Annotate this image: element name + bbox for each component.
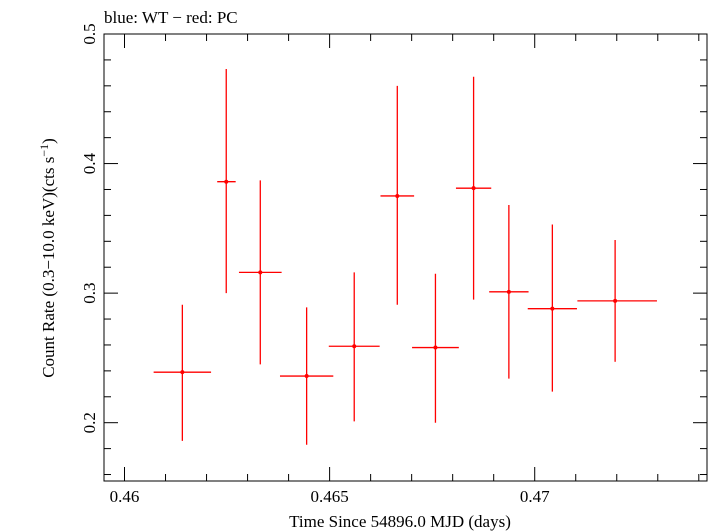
data-point (279, 307, 334, 445)
data-marker (258, 270, 263, 275)
data-point (577, 240, 657, 362)
data-marker (304, 374, 309, 379)
plot-frame (103, 33, 708, 482)
data-point (238, 180, 282, 365)
y-tick-label: 0.3 (80, 283, 99, 304)
data-marker (224, 179, 229, 184)
data-point (412, 273, 459, 423)
data-marker (395, 193, 400, 198)
data-marker (550, 306, 555, 311)
data-point (153, 304, 212, 441)
data-marker (433, 345, 438, 350)
y-axis-label-main: Count Rate (0.3−10.0 keV)(cts s (39, 157, 58, 378)
data-point (380, 85, 415, 305)
y-axis-label-exponent: −1 (37, 144, 51, 157)
data-point (328, 272, 380, 422)
y-axis-label-close: ) (39, 138, 58, 144)
x-tick-label: 0.46 (110, 487, 140, 506)
y-axis-label: Count Rate (0.3−10.0 keV)(cts s−1) (37, 138, 58, 378)
data-marker (180, 370, 185, 375)
x-tick-label: 0.47 (520, 487, 550, 506)
plot-axes: 0.46 0.465 0.47 0.2 0.3 0.4 0.5 (80, 23, 708, 506)
data-point (489, 205, 529, 379)
data-points (153, 68, 657, 445)
x-tick-label: 0.465 (310, 487, 348, 506)
y-tick-label: 0.4 (80, 152, 99, 174)
y-tick-label: 0.5 (80, 23, 99, 44)
x-axis-label: Time Since 54896.0 MJD (days) (289, 512, 511, 531)
y-tick-label: 0.2 (80, 412, 99, 433)
chart-title: blue: WT − red: PC (104, 8, 238, 27)
data-point (455, 76, 492, 300)
data-marker (352, 344, 357, 349)
data-point (527, 224, 577, 392)
data-marker (506, 289, 511, 294)
data-marker (613, 298, 618, 303)
data-marker (471, 186, 476, 191)
data-point (217, 68, 236, 294)
